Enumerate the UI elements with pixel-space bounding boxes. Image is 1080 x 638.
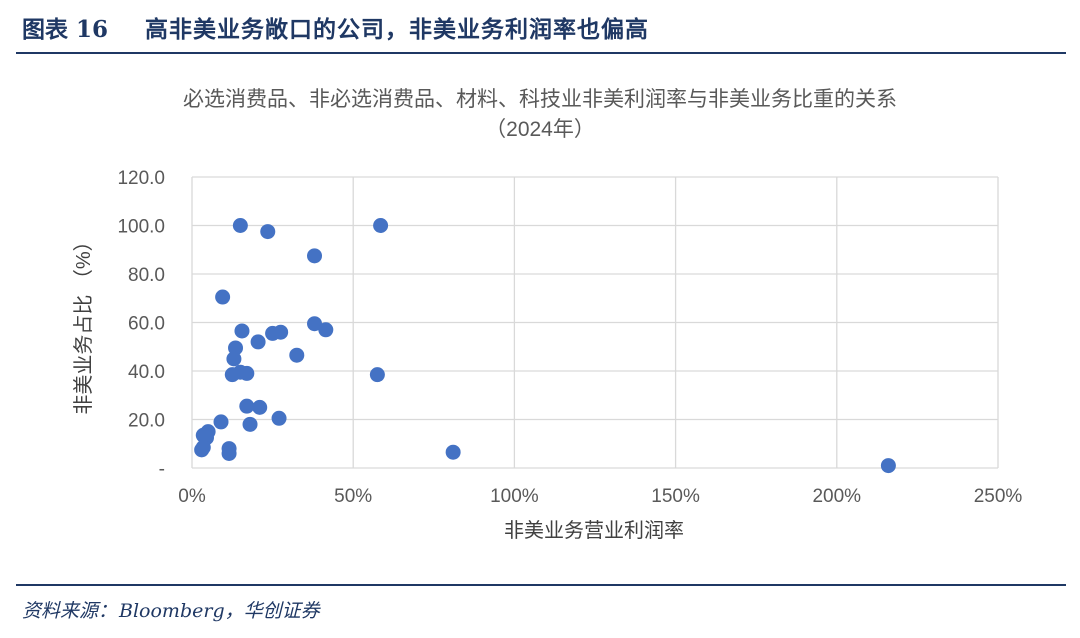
y-axis-ticks: - 20.0 40.0 60.0 80.0 100.0 120.0 bbox=[117, 168, 165, 480]
data-point bbox=[307, 316, 323, 332]
data-points bbox=[194, 218, 896, 474]
data-point bbox=[215, 289, 231, 305]
chart-subtitle: （2024年） bbox=[485, 118, 595, 141]
grid-lines bbox=[191, 176, 999, 469]
data-point bbox=[234, 323, 250, 339]
footer-divider bbox=[16, 584, 1066, 586]
x-tick-label: 0% bbox=[178, 486, 206, 507]
y-tick-label: - bbox=[159, 459, 165, 480]
y-tick-label: 80.0 bbox=[128, 265, 165, 286]
data-point bbox=[307, 248, 323, 264]
x-axis-label: 非美业务营业利润率 bbox=[504, 519, 684, 542]
source-label: 资料来源： bbox=[22, 600, 118, 622]
data-point bbox=[195, 439, 211, 455]
data-point bbox=[318, 322, 334, 338]
source-text: Bloomberg，华创证券 bbox=[119, 600, 320, 622]
data-point bbox=[273, 324, 289, 340]
data-point bbox=[373, 218, 389, 233]
x-tick-label: 50% bbox=[334, 486, 372, 507]
data-point bbox=[239, 398, 255, 414]
data-point bbox=[369, 367, 385, 383]
y-tick-label: 100.0 bbox=[117, 217, 165, 238]
x-tick-label: 200% bbox=[812, 486, 861, 507]
data-point bbox=[880, 458, 896, 474]
data-point bbox=[250, 334, 266, 350]
data-point bbox=[242, 416, 258, 432]
scatter-chart: 必选消费品、非必选消费品、材料、科技业非美利润率与非美业务比重的关系 （2024… bbox=[72, 88, 1022, 542]
data-point bbox=[252, 399, 268, 415]
x-tick-label: 250% bbox=[974, 486, 1023, 507]
data-point bbox=[289, 347, 305, 363]
figure-title: 高非美业务敞口的公司，非美业务利润率也偏高 bbox=[145, 16, 649, 43]
chart-title: 必选消费品、非必选消费品、材料、科技业非美利润率与非美业务比重的关系 bbox=[183, 88, 897, 111]
data-point bbox=[445, 444, 461, 460]
header-divider bbox=[16, 52, 1066, 54]
x-tick-label: 100% bbox=[490, 486, 539, 507]
data-point bbox=[239, 365, 255, 381]
y-tick-label: 120.0 bbox=[117, 168, 165, 189]
data-point bbox=[226, 351, 242, 367]
data-point bbox=[271, 410, 287, 426]
data-point bbox=[213, 414, 229, 430]
y-tick-label: 20.0 bbox=[128, 411, 165, 432]
data-point bbox=[221, 445, 237, 461]
x-axis-ticks: 0% 50% 100% 150% 200% 250% bbox=[178, 486, 1022, 507]
data-point bbox=[232, 218, 248, 233]
x-tick-label: 150% bbox=[651, 486, 700, 507]
data-point bbox=[195, 427, 211, 443]
y-axis-label: 非美业务占比 （%） bbox=[72, 231, 95, 414]
figure-header: 图表 16 高非美业务敞口的公司，非美业务利润率也偏高 bbox=[0, 0, 1080, 56]
y-tick-label: 40.0 bbox=[128, 362, 165, 383]
data-point bbox=[260, 224, 276, 240]
y-tick-label: 60.0 bbox=[128, 314, 165, 335]
source-note: 资料来源： Bloomberg，华创证券 bbox=[22, 596, 320, 623]
figure-number: 图表 16 bbox=[22, 16, 109, 43]
